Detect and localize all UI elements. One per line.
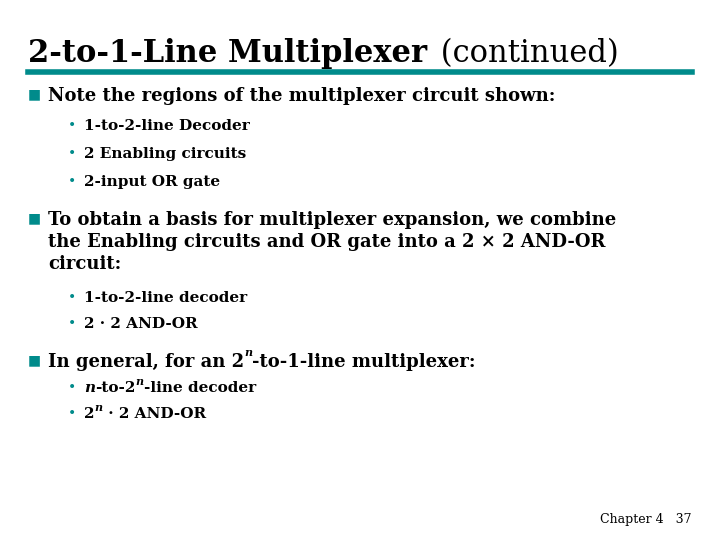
Text: •: • xyxy=(68,291,76,305)
Text: n: n xyxy=(135,376,143,387)
Text: 1-to-2-line decoder: 1-to-2-line decoder xyxy=(84,291,247,305)
Text: 2-to-1-Line Multiplexer: 2-to-1-Line Multiplexer xyxy=(28,38,427,69)
Text: 2 Enabling circuits: 2 Enabling circuits xyxy=(84,147,246,161)
Text: ■: ■ xyxy=(28,353,41,367)
Text: •: • xyxy=(68,317,76,331)
Text: -to-1-line multiplexer:: -to-1-line multiplexer: xyxy=(252,353,476,371)
Text: To obtain a basis for multiplexer expansion, we combine: To obtain a basis for multiplexer expans… xyxy=(48,211,616,229)
Text: •: • xyxy=(68,381,76,395)
Text: n: n xyxy=(84,381,95,395)
Text: Chapter 4   37: Chapter 4 37 xyxy=(600,513,692,526)
Text: 2: 2 xyxy=(84,407,94,421)
Text: In general, for an 2: In general, for an 2 xyxy=(48,353,244,371)
Text: -to-2: -to-2 xyxy=(95,381,135,395)
Text: 1-to-2-line Decoder: 1-to-2-line Decoder xyxy=(84,119,250,133)
Text: Note the regions of the multiplexer circuit shown:: Note the regions of the multiplexer circ… xyxy=(48,87,555,105)
Text: -line decoder: -line decoder xyxy=(143,381,256,395)
Text: •: • xyxy=(68,119,76,133)
Text: 2 · 2 AND-OR: 2 · 2 AND-OR xyxy=(84,317,197,331)
Text: n: n xyxy=(94,402,103,413)
Text: ■: ■ xyxy=(28,211,41,225)
Text: (continued): (continued) xyxy=(431,38,619,69)
Text: n: n xyxy=(244,347,252,358)
Text: •: • xyxy=(68,407,76,421)
Text: · 2 AND-OR: · 2 AND-OR xyxy=(103,407,206,421)
Text: ■: ■ xyxy=(28,87,41,101)
Text: the Enabling circuits and OR gate into a 2 × 2 AND-OR: the Enabling circuits and OR gate into a… xyxy=(48,233,606,251)
Text: 2-input OR gate: 2-input OR gate xyxy=(84,175,220,189)
Text: •: • xyxy=(68,175,76,189)
Text: circuit:: circuit: xyxy=(48,255,121,273)
Text: •: • xyxy=(68,147,76,161)
